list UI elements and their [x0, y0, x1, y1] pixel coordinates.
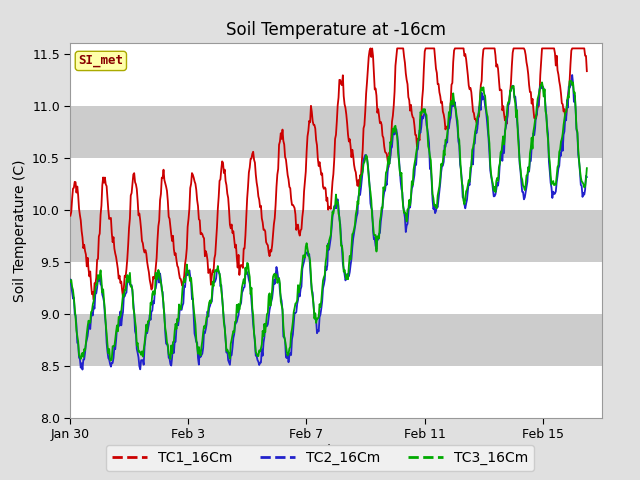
Bar	[70, 313, 602, 366]
Legend: TC1_16Cm, TC2_16Cm, TC3_16Cm: TC1_16Cm, TC2_16Cm, TC3_16Cm	[106, 445, 534, 471]
Bar	[70, 210, 602, 262]
X-axis label: Time: Time	[319, 444, 353, 458]
Bar	[70, 106, 602, 157]
Text: SI_met: SI_met	[78, 54, 124, 67]
Y-axis label: Soil Temperature (C): Soil Temperature (C)	[13, 159, 26, 301]
Title: Soil Temperature at -16cm: Soil Temperature at -16cm	[226, 21, 446, 39]
